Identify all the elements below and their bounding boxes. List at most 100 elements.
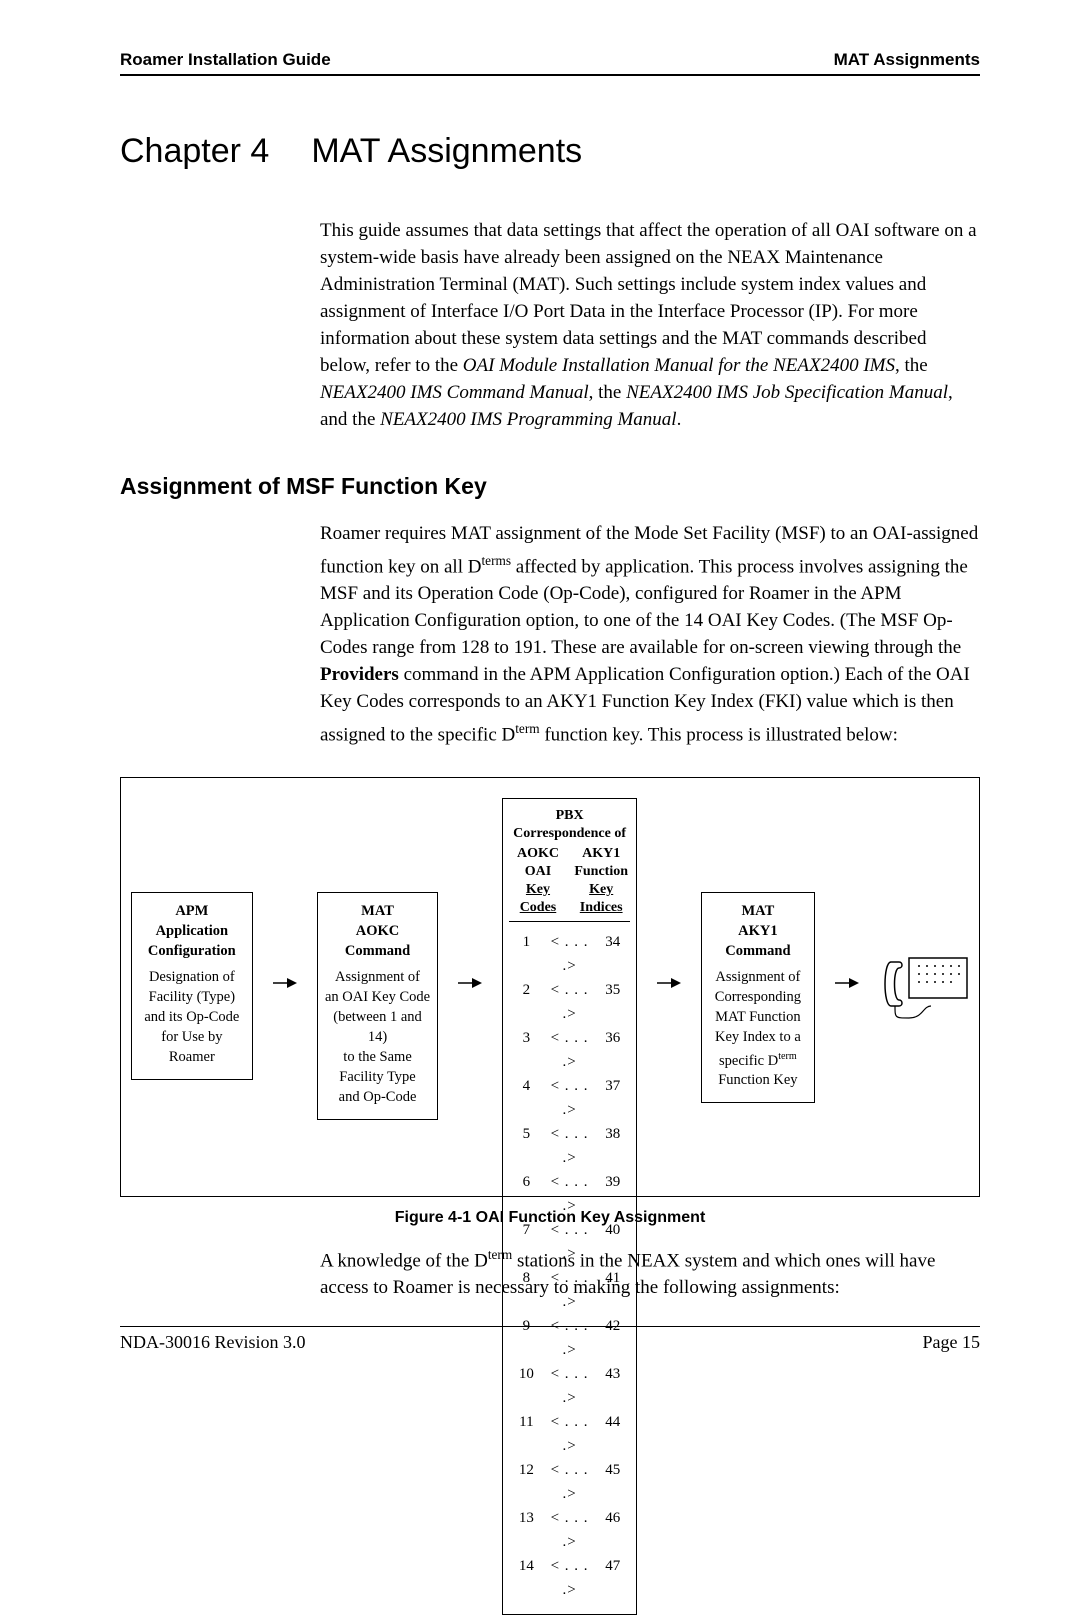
header-right: MAT Assignments <box>834 50 980 70</box>
key-code-left: 3 <box>509 1026 543 1074</box>
box1-h2: Application <box>156 923 229 939</box>
key-code-right: 34 <box>596 930 630 978</box>
key-code-dots: < . . . .> <box>543 1218 595 1266</box>
key-code-row: 11< . . . .>44 <box>509 1410 629 1458</box>
key-code-left: 8 <box>509 1266 543 1314</box>
key-code-row: 2< . . . .>35 <box>509 978 629 1026</box>
arrow-icon <box>657 976 681 990</box>
box4-h1: MAT <box>742 903 775 919</box>
intro-mid2: , the <box>589 382 626 403</box>
key-code-right: 45 <box>596 1458 630 1506</box>
box3-col2b: Function <box>574 864 628 879</box>
box1-l3: and its Op-Code <box>144 1009 239 1025</box>
key-code-right: 41 <box>596 1266 630 1314</box>
figure-4-1: APM Application Configuration Designatio… <box>120 777 980 1197</box>
intro-pre: This guide assumes that data settings th… <box>320 220 977 376</box>
footer-rule <box>120 1326 980 1327</box>
footer-right: Page 15 <box>923 1332 981 1353</box>
key-code-right: 37 <box>596 1074 630 1122</box>
key-code-left: 6 <box>509 1170 543 1218</box>
box3-col2a: AKY1 <box>582 846 620 861</box>
key-code-row: 12< . . . .>45 <box>509 1458 629 1506</box>
key-code-dots: < . . . .> <box>543 1122 595 1170</box>
box3-col1a: AOKC <box>517 846 559 861</box>
header-left: Roamer Installation Guide <box>120 50 331 70</box>
figure-box-table: PBX Correspondence of AOKC OAI Key Codes… <box>502 798 636 1615</box>
key-code-left: 12 <box>509 1458 543 1506</box>
post-figure-paragraph: A knowledge of the Dterm stations in the… <box>320 1241 980 1301</box>
box3-col1c: Key Codes <box>520 882 557 915</box>
box3-col1b: OAI <box>525 864 551 879</box>
box1-h3: Configuration <box>148 943 236 959</box>
box4-h2: AKY1 <box>738 923 777 939</box>
box3-col2c: Key Indices <box>580 882 623 915</box>
footer-left: NDA-30016 Revision 3.0 <box>120 1332 306 1353</box>
sect-end: function key. This process is illustrate… <box>540 725 898 746</box>
key-code-right: 40 <box>596 1218 630 1266</box>
intro-ref3: NEAX2400 IMS Job Specification Manual <box>626 382 948 403</box>
key-code-rows: 1< . . . .>342< . . . .>353< . . . .>364… <box>509 930 629 1602</box>
box2-h2: AOKC <box>356 923 400 939</box>
box4-h3: Command <box>725 943 790 959</box>
key-code-left: 2 <box>509 978 543 1026</box>
box2-l5: Facility Type <box>339 1069 415 1085</box>
intro-paragraph: This guide assumes that data settings th… <box>320 217 980 433</box>
key-code-dots: < . . . .> <box>543 1554 595 1602</box>
key-code-left: 5 <box>509 1122 543 1170</box>
key-code-row: 7< . . . .>40 <box>509 1218 629 1266</box>
key-code-row: 13< . . . .>46 <box>509 1506 629 1554</box>
phone-icon <box>879 948 969 1038</box>
intro-ref1: OAI Module Installation Manual for the N… <box>463 355 895 376</box>
running-header: Roamer Installation Guide MAT Assignment… <box>120 50 980 76</box>
post-pre: A knowledge of the D <box>320 1250 488 1271</box>
key-code-right: 38 <box>596 1122 630 1170</box>
box2-h1: MAT <box>361 903 394 919</box>
box2-l2: an OAI Key Code <box>325 989 430 1005</box>
key-code-left: 11 <box>509 1410 543 1458</box>
key-code-dots: < . . . .> <box>543 1074 595 1122</box>
key-code-dots: < . . . .> <box>543 1026 595 1074</box>
key-code-right: 47 <box>596 1554 630 1602</box>
box1-l5: Roamer <box>169 1049 215 1065</box>
key-code-row: 3< . . . .>36 <box>509 1026 629 1074</box>
box4-l5sup: term <box>778 1051 797 1062</box>
key-code-left: 4 <box>509 1074 543 1122</box>
key-code-row: 14< . . . .>47 <box>509 1554 629 1602</box>
chapter-title: Chapter 4 MAT Assignments <box>120 132 980 171</box>
key-code-right: 35 <box>596 978 630 1026</box>
arrow-icon <box>458 976 482 990</box>
running-footer: NDA-30016 Revision 3.0 Page 15 <box>120 1332 980 1353</box>
arrow-icon <box>273 976 297 990</box>
box4-l1: Assignment of <box>715 969 800 985</box>
chapter-label: Chapter 4 <box>120 132 269 170</box>
figure-box-aky1: MAT AKY1 Command Assignment of Correspon… <box>701 892 815 1104</box>
box2-l4: to the Same <box>343 1049 411 1065</box>
key-code-dots: < . . . .> <box>543 1458 595 1506</box>
key-code-right: 44 <box>596 1410 630 1458</box>
key-code-row: 8< . . . .>41 <box>509 1266 629 1314</box>
key-code-row: 1< . . . .>34 <box>509 930 629 978</box>
box1-h1: APM <box>175 903 208 919</box>
box4-l6: Function Key <box>718 1072 797 1088</box>
key-code-right: 43 <box>596 1362 630 1410</box>
key-code-dots: < . . . .> <box>543 1410 595 1458</box>
box1-l4: for Use by <box>161 1029 222 1045</box>
key-code-left: 14 <box>509 1554 543 1602</box>
box4-l3: MAT Function <box>715 1009 801 1025</box>
key-code-dots: < . . . .> <box>543 1266 595 1314</box>
box4-l2: Corresponding <box>715 989 801 1005</box>
intro-ref2: NEAX2400 IMS Command Manual <box>320 382 589 403</box>
box2-l3: (between 1 and 14) <box>333 1009 422 1045</box>
key-code-dots: < . . . .> <box>543 1170 595 1218</box>
chapter-name: MAT Assignments <box>311 132 582 170</box>
figure-box-apm: APM Application Configuration Designatio… <box>131 892 253 1080</box>
key-code-right: 36 <box>596 1026 630 1074</box>
intro-ref4: NEAX2400 IMS Programming Manual <box>380 409 676 430</box>
key-code-dots: < . . . .> <box>543 930 595 978</box>
key-code-row: 10< . . . .>43 <box>509 1362 629 1410</box>
box4-l5a: specific D <box>719 1052 778 1068</box>
box2-h3: Command <box>345 943 410 959</box>
key-code-left: 10 <box>509 1362 543 1410</box>
sect-sup1: terms <box>481 553 511 568</box>
key-code-dots: < . . . .> <box>543 1362 595 1410</box>
